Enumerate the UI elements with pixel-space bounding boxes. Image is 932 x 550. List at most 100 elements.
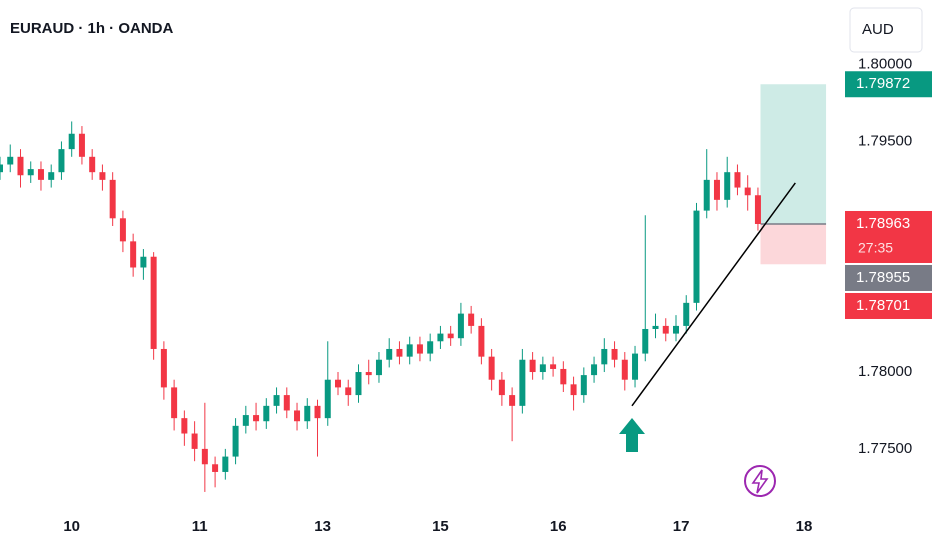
countdown: 27:35 [858,240,893,256]
long-signal-arrow [619,418,645,452]
candle-body [703,179,710,211]
candle-body [130,241,137,268]
icon-bolt [751,469,769,494]
candle-body [642,328,649,354]
candle-body [109,179,116,219]
price-label: 1.78701 [856,297,910,314]
candle-body [58,149,65,173]
candle-body [99,172,106,180]
candle-body [693,210,700,303]
candle-body [498,379,505,396]
candle-body [591,364,598,376]
x-tick-label: 15 [432,518,449,535]
candle-body [7,156,14,165]
y-tick-label: 1.80000 [858,56,912,73]
candle-body [632,353,639,380]
candle-body [713,179,720,200]
price-label-box [845,210,932,263]
candle-body [488,356,495,380]
candle-body [550,364,557,369]
candle-body [601,348,608,365]
candle-body [447,333,454,339]
candle-body [89,156,96,173]
candle-body [611,348,618,360]
candle-body [560,368,567,385]
candle-body [17,156,24,176]
candle-body [345,387,352,396]
currency-box[interactable] [849,7,923,53]
candle-body [48,172,55,180]
candle-body [580,375,587,396]
candle-body [406,344,413,357]
candle-body [519,359,526,406]
candle-body [724,172,731,200]
candle-body [744,187,751,196]
candle-body [304,405,311,422]
x-tick-label: 10 [63,518,80,535]
x-tick-label: 16 [550,518,567,535]
profit-zone [760,84,827,224]
price-label: 1.79872 [856,75,910,92]
candle-body [232,425,239,457]
candle-body [539,364,546,373]
candle-body [150,256,157,349]
candle-body [273,395,280,406]
candle-body [529,359,536,373]
icon-ring [744,465,776,497]
candle-body [673,325,679,334]
price-label: 1.78955 [856,269,910,286]
candle-body [355,372,362,396]
candle-body [283,395,290,411]
candle-body [37,169,44,180]
candle-body [253,415,260,422]
candle-body [652,325,659,329]
lightning-icon[interactable] [744,465,776,497]
candle-body [314,405,321,419]
candle-body [160,348,167,388]
price-labels: 1.79872 1.78963 27:35 1.78955 1.78701 [845,71,932,319]
candle-body [386,348,393,360]
price-label: 1.78963 [856,215,910,232]
candle-body [68,133,75,150]
candle-body [365,372,372,376]
x-tick-label: 11 [192,518,208,535]
candle-body [375,359,382,376]
candle-body [662,325,669,334]
arrow [619,418,645,452]
price-label-box [845,292,932,319]
candle-body [212,464,219,472]
candle-body [201,448,208,465]
plot [0,84,827,492]
loss-zone [760,223,827,265]
y-tick-label: 1.77500 [858,440,912,457]
candle-body [78,133,85,157]
y-tick-label: 1.78000 [858,363,912,380]
candle-body [734,172,741,188]
candle-body [140,256,147,268]
currency: AUD [862,21,894,38]
candle-body [119,218,126,242]
candle-body [263,405,270,422]
candle-body [509,395,516,406]
candle-body [242,415,249,426]
price-label-box [845,71,932,98]
candle-body [683,302,690,326]
candle-body [570,384,577,396]
candle-body [396,348,403,357]
candle-body [27,169,34,176]
candle-body [181,418,188,434]
y-tick-label: 1.79500 [858,132,912,149]
trend-line [631,182,796,407]
candle-body [222,456,229,472]
chart-title: EURAUD · 1h · OANDA [10,20,173,37]
candle-body [294,410,301,422]
candle-body [324,379,331,419]
price-axis: 1.80000 1.79500 1.78000 1.77500 10 11 13 15 16 17… [63,56,912,535]
candle-body [621,359,628,380]
candle-body [0,164,3,173]
x-tick-label: 18 [796,518,813,535]
candle-body [416,344,423,354]
candle-body [171,387,178,419]
